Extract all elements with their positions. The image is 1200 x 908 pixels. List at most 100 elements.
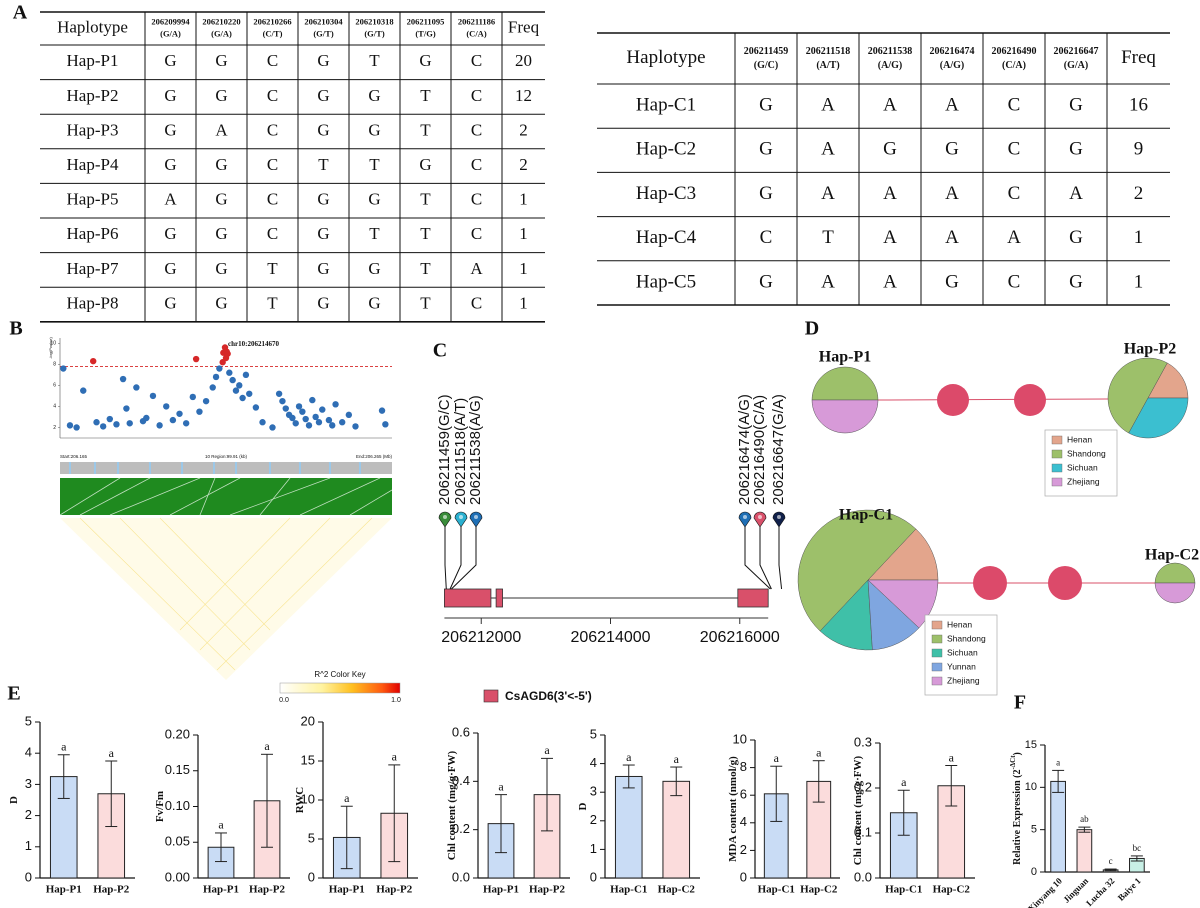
table-header: Haplotype: [57, 17, 128, 36]
snp-point: [229, 376, 236, 384]
table-cell: Hap-C2: [636, 139, 696, 160]
x-tick-label: Hap-C1: [758, 884, 795, 896]
x-tick-label: Hap-P2: [376, 884, 413, 896]
panel-label: F: [1014, 692, 1026, 714]
table-header: 206211186: [458, 16, 495, 26]
y-tick-label: 3: [25, 776, 32, 791]
snp-point: [282, 405, 289, 412]
significance-letter: a: [344, 791, 350, 805]
snp-point: [295, 403, 303, 410]
table-cell: G: [164, 155, 176, 174]
bar: [1076, 829, 1093, 873]
table-cell: A: [470, 259, 483, 278]
table-header: (C/A): [466, 28, 486, 38]
table-cell: G: [368, 259, 380, 278]
legend-swatch: [931, 662, 943, 672]
y-tick-label: 5: [590, 726, 597, 741]
significance-letter: a: [218, 818, 224, 832]
table-cell: C: [267, 120, 278, 139]
table-header: 206209994: [151, 16, 190, 26]
y-tick-label: 2: [590, 812, 597, 827]
table-header: (G/T): [364, 28, 384, 38]
color-key: [279, 682, 401, 694]
snp-point: [259, 419, 266, 426]
snp-point: [143, 414, 150, 422]
bar: [662, 780, 691, 879]
snp-point: [289, 414, 296, 422]
table-cell: G: [419, 155, 431, 174]
table-header: (A/T): [816, 60, 839, 71]
table-cell: G: [164, 259, 176, 278]
snp-point: [212, 373, 220, 381]
y-tick-label: 0.20: [165, 726, 190, 741]
snp-point: [319, 406, 326, 413]
bar: [937, 785, 966, 879]
x-tick-label: Hap-P2: [249, 884, 286, 896]
table-cell: 16: [1129, 94, 1148, 115]
y-tick-label: 1: [590, 841, 597, 856]
y-tick-label: 10: [733, 731, 747, 746]
snp-point: [60, 365, 67, 372]
y-axis-label-part: D: [577, 802, 589, 810]
snp-point: [209, 384, 216, 391]
snp-point: [169, 416, 177, 424]
y-tick-label: 10: [1025, 781, 1037, 793]
snp-point: [119, 375, 127, 383]
x-tick-label: 206214000: [570, 629, 650, 646]
panel-label: D: [805, 318, 819, 340]
table-header: 206210318: [355, 16, 393, 26]
table-cell: Hap-C5: [636, 271, 696, 292]
y-axis-label: Chl content (mg/g·FW): [446, 750, 458, 860]
x-tick-label: Hap-P2: [93, 884, 130, 896]
x-tick-label: Baiye 1: [1116, 875, 1143, 902]
table-cell: G: [164, 224, 176, 243]
x-tick-label: 206212000: [441, 629, 521, 646]
legend-swatch: [483, 689, 499, 703]
table-header: 206211518: [806, 46, 850, 57]
snp-point: [196, 408, 203, 415]
panel-label: A: [13, 2, 28, 24]
table-cell: 20: [515, 51, 532, 70]
y-axis-label-part: Chl content (mg/g·FW): [446, 750, 458, 860]
y-tick-label: 0.4: [452, 773, 470, 788]
table-cell: Hap-P5: [67, 190, 119, 209]
snp-point: [302, 415, 309, 423]
table-cell: A: [821, 183, 835, 204]
table-cell: G: [945, 139, 959, 160]
legend-label: Shandong: [947, 633, 986, 643]
table-cell: Hap-P1: [67, 51, 119, 70]
legend-label: Shandong: [1067, 448, 1106, 458]
snp-point: [123, 405, 130, 412]
table-cell: 1: [1134, 227, 1144, 248]
table-cell: 1: [519, 224, 528, 243]
table-header: (A/G): [940, 60, 964, 71]
table-cell: 1: [1134, 271, 1144, 292]
node-label: Hap-P1: [819, 349, 871, 366]
x-tick-label: Hap-P1: [46, 884, 82, 896]
pie-slice: [797, 509, 917, 632]
snp-point: [163, 403, 170, 410]
table-cell: T: [420, 293, 431, 312]
snp-point: [312, 413, 319, 421]
legend-swatch: [931, 620, 943, 630]
y-axis-label: RWC: [294, 787, 306, 814]
snp-point: [378, 407, 386, 414]
legend-label: Yunnan: [947, 661, 976, 671]
table-header: (C/T): [263, 28, 283, 38]
table-cell: G: [759, 271, 773, 292]
snp-label: 206216647(G/A): [770, 394, 787, 505]
table-header: (G/C): [754, 60, 778, 71]
table-cell: G: [164, 120, 176, 139]
table-cell: A: [883, 94, 897, 115]
significance-letter: a: [109, 746, 115, 760]
region-label: Start:206.165: [60, 454, 88, 459]
table-cell: G: [215, 155, 227, 174]
bar: [1050, 780, 1066, 873]
snp-label: 206216474(A/G): [736, 394, 753, 505]
significance-letter: a: [392, 750, 398, 764]
table-cell: T: [420, 259, 431, 278]
snp-marker: [753, 511, 767, 528]
table-cell: G: [1069, 227, 1083, 248]
y-axis-label-part: Relative Expression (2: [1012, 770, 1023, 865]
node-label: Hap-C1: [839, 507, 893, 524]
